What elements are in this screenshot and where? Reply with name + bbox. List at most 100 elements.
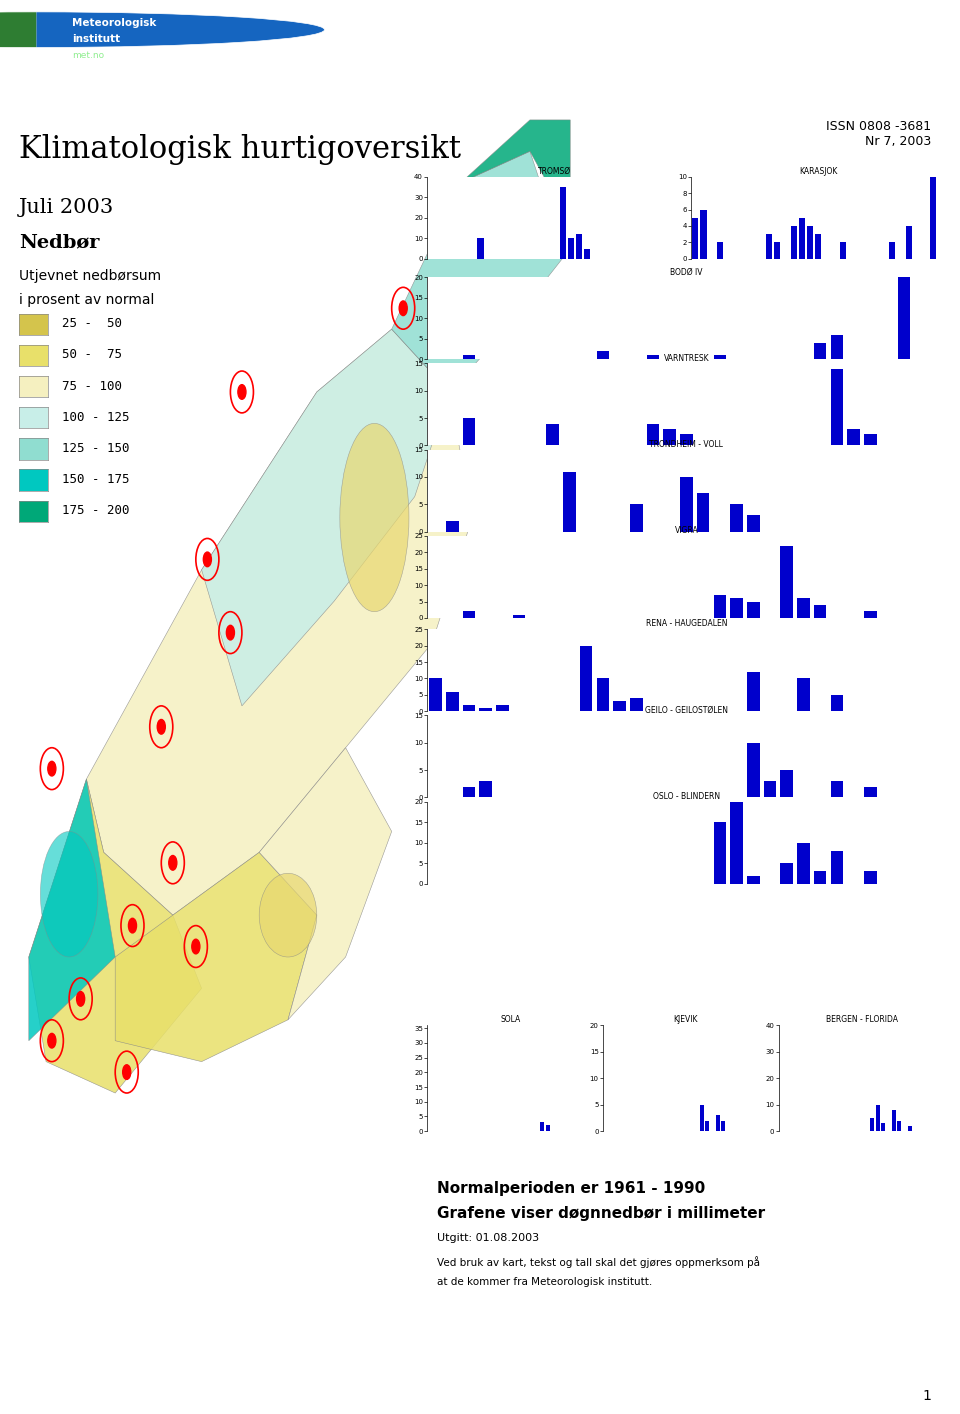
Text: at de kommer fra Meteorologisk institutt.: at de kommer fra Meteorologisk institutt… <box>437 1277 652 1287</box>
Bar <box>731 505 743 532</box>
Text: 175 - 200: 175 - 200 <box>62 503 130 518</box>
Bar <box>830 851 843 884</box>
Bar <box>647 424 660 445</box>
Bar <box>797 679 809 711</box>
Bar <box>680 477 693 532</box>
Text: 75 - 100: 75 - 100 <box>62 379 123 393</box>
Bar <box>815 235 822 259</box>
Bar <box>791 226 797 259</box>
Bar <box>780 771 793 797</box>
Bar <box>905 226 912 259</box>
Text: 25 -  50: 25 - 50 <box>62 317 123 331</box>
Bar <box>764 781 777 797</box>
Circle shape <box>48 761 56 776</box>
Circle shape <box>129 918 136 933</box>
Title: GEILO - GEILOSTØLEN: GEILO - GEILOSTØLEN <box>645 706 728 714</box>
Bar <box>864 786 876 797</box>
Text: ISSN 0808 -3681
Nr 7, 2003: ISSN 0808 -3681 Nr 7, 2003 <box>826 120 931 148</box>
Bar <box>545 1126 550 1131</box>
Bar <box>747 515 759 532</box>
Bar <box>747 601 759 618</box>
Text: institutt: institutt <box>72 34 120 44</box>
Bar <box>747 672 759 711</box>
Bar <box>840 242 846 259</box>
Ellipse shape <box>340 423 409 612</box>
Title: RENA - HAUGEDALEN: RENA - HAUGEDALEN <box>646 619 727 628</box>
Bar <box>814 342 827 359</box>
Bar <box>564 471 576 532</box>
Bar <box>576 235 582 259</box>
Text: Nedbør: Nedbør <box>19 233 100 252</box>
Circle shape <box>48 1034 56 1048</box>
Bar <box>780 546 793 618</box>
Bar <box>477 238 484 259</box>
Text: Utjevnet nedbørsum: Utjevnet nedbørsum <box>19 269 161 283</box>
Bar <box>584 249 590 259</box>
Title: VIGRA: VIGRA <box>675 526 698 534</box>
Bar <box>717 242 723 259</box>
Circle shape <box>169 855 177 870</box>
Bar <box>680 434 693 445</box>
Polygon shape <box>86 329 472 915</box>
Bar <box>630 699 642 711</box>
Ellipse shape <box>259 874 317 957</box>
Bar <box>747 875 759 884</box>
Bar <box>930 177 936 259</box>
Circle shape <box>399 301 407 315</box>
Bar <box>463 786 475 797</box>
Bar <box>697 493 709 532</box>
Text: 125 - 150: 125 - 150 <box>62 441 130 455</box>
Bar <box>663 428 676 445</box>
Bar <box>560 187 565 259</box>
Circle shape <box>157 720 165 734</box>
Bar <box>692 218 698 259</box>
Bar <box>630 505 642 532</box>
Bar <box>446 520 459 532</box>
Text: 1: 1 <box>923 1389 931 1403</box>
Bar <box>864 434 876 445</box>
Title: KJEVIK: KJEVIK <box>674 1015 698 1024</box>
Wedge shape <box>36 11 324 48</box>
Bar <box>463 704 475 711</box>
Bar <box>580 646 592 711</box>
Title: KARASJOK: KARASJOK <box>800 167 837 175</box>
Title: SOLA: SOLA <box>500 1015 520 1024</box>
Bar <box>797 843 809 884</box>
Bar <box>799 218 805 259</box>
Bar <box>731 802 743 884</box>
Polygon shape <box>392 151 564 392</box>
Title: TRONDHEIM - VOLL: TRONDHEIM - VOLL <box>650 440 723 448</box>
Bar <box>540 1123 544 1131</box>
Text: Juli 2003: Juli 2003 <box>19 198 114 216</box>
Title: TROMSØ: TROMSØ <box>538 167 571 175</box>
Title: BERGEN - FLORIDA: BERGEN - FLORIDA <box>826 1015 898 1024</box>
Bar <box>429 679 442 711</box>
Bar <box>596 679 609 711</box>
Bar <box>830 781 843 797</box>
Bar <box>496 704 509 711</box>
Text: 50 -  75: 50 - 75 <box>62 348 123 362</box>
Bar <box>747 742 759 797</box>
Text: Meteorologisk: Meteorologisk <box>72 18 156 28</box>
Text: Normalperioden er 1961 - 1990: Normalperioden er 1961 - 1990 <box>437 1181 705 1196</box>
Text: Utgitt: 01.08.2003: Utgitt: 01.08.2003 <box>437 1233 539 1243</box>
Bar <box>513 615 525 618</box>
Bar <box>797 598 809 618</box>
Text: 150 - 175: 150 - 175 <box>62 472 130 486</box>
Title: VARNTRESK: VARNTRESK <box>663 354 709 362</box>
Bar <box>807 226 813 259</box>
Bar <box>780 864 793 884</box>
Bar <box>889 242 896 259</box>
Bar <box>864 611 876 618</box>
Bar <box>876 1104 879 1131</box>
Bar <box>463 419 475 445</box>
Bar <box>897 1120 901 1131</box>
Polygon shape <box>29 779 202 1093</box>
Bar <box>848 428 860 445</box>
Text: 100 - 125: 100 - 125 <box>62 410 130 424</box>
Bar <box>706 1120 709 1131</box>
Polygon shape <box>115 853 317 1062</box>
Circle shape <box>238 385 246 399</box>
Polygon shape <box>202 329 449 706</box>
Bar <box>871 1118 875 1131</box>
